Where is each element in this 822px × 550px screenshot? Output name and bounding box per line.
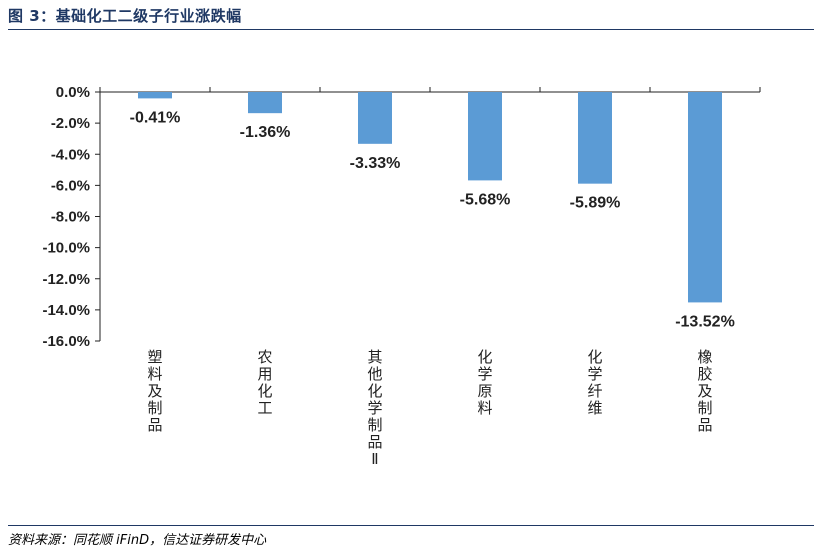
data-label: -0.41%	[130, 109, 181, 126]
y-tick-label: -10.0%	[42, 240, 90, 257]
category-label: 塑料及制品	[147, 348, 162, 434]
category-label: 化学原料	[477, 348, 492, 417]
data-label: -3.33%	[350, 155, 401, 172]
category-label: 化学纤维	[587, 348, 602, 417]
category-label: 其他化学制品 Ⅱ	[367, 348, 382, 468]
bar	[688, 92, 722, 303]
y-tick-label: -6.0%	[51, 177, 90, 194]
bars	[138, 92, 722, 303]
title-rule	[8, 29, 814, 30]
y-tick-label: -2.0%	[51, 115, 90, 132]
y-tick-label: -12.0%	[42, 271, 90, 288]
bar	[138, 92, 172, 99]
category-label: 橡胶及制品	[697, 348, 712, 434]
bar	[578, 92, 612, 184]
data-label: -5.68%	[460, 191, 511, 208]
y-tick-label: -16.0%	[42, 333, 90, 350]
data-label: -5.89%	[570, 195, 621, 212]
category-label: 农用化工	[257, 348, 272, 417]
data-label: -1.36%	[240, 124, 291, 141]
figure-title: 图 3：基础化工二级子行业涨跌幅	[8, 7, 242, 25]
bar	[468, 92, 502, 181]
category-labels: 塑料及制品 农用化工 其他化学制品 Ⅱ 化学原料 化学纤维 橡胶及制品	[147, 348, 712, 468]
source-rule	[8, 525, 814, 526]
axes: 0.0% -2.0% -4.0% -6.0% -8.0% -10.0% -12.0% -14.…	[42, 84, 761, 350]
data-label: -13.52%	[675, 313, 735, 330]
y-tick-label: -8.0%	[51, 209, 90, 226]
y-tick-label: -4.0%	[51, 146, 90, 163]
bar	[248, 92, 282, 114]
data-labels: -0.41% -1.36% -3.33% -5.68% -5.89% -13.52%	[130, 109, 735, 330]
source-note: 资料来源：同花顺 iFinD，信达证券研发中心	[8, 533, 267, 548]
y-tick-label: -14.0%	[42, 302, 90, 319]
bar	[358, 92, 392, 144]
y-tick-label: 0.0%	[56, 84, 90, 101]
